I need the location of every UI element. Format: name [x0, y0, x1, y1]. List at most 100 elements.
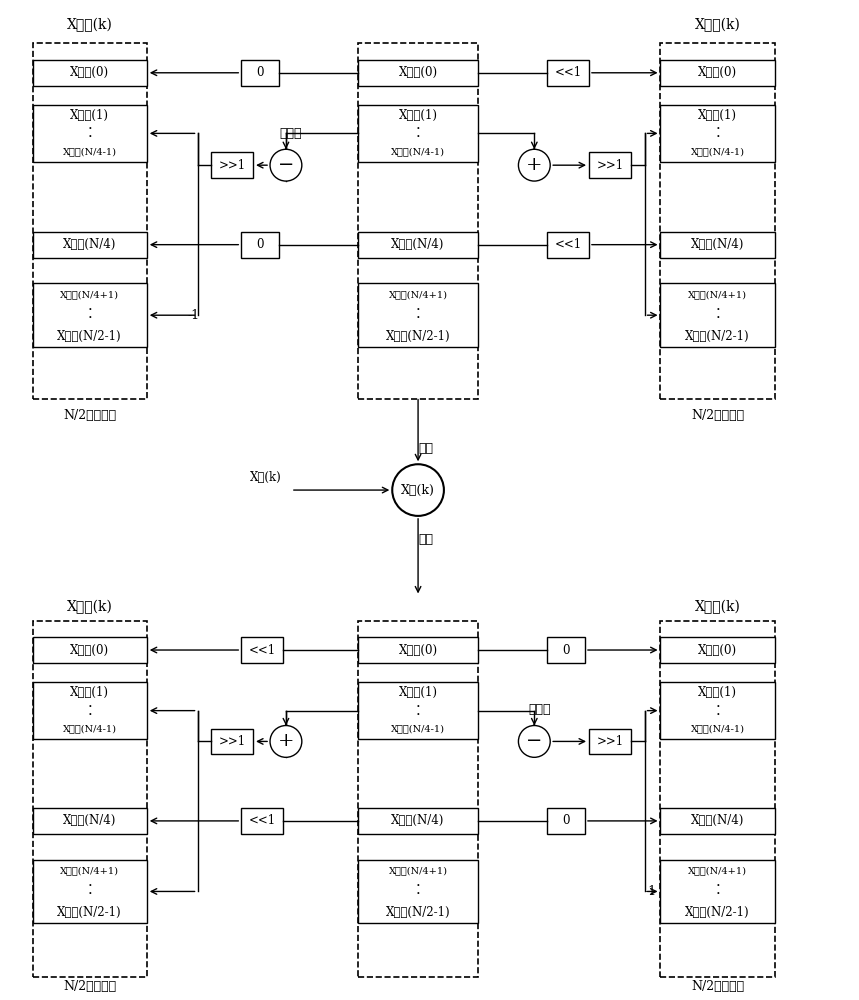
Text: <<1: <<1 — [555, 66, 582, 79]
Bar — [358, 860, 478, 923]
Bar — [661, 621, 775, 977]
Text: ·: · — [88, 311, 92, 325]
Bar — [661, 60, 775, 86]
Bar — [661, 860, 775, 923]
Text: X奇虚(N/4+1): X奇虚(N/4+1) — [60, 290, 119, 299]
Text: ·: · — [716, 122, 720, 136]
Bar — [358, 682, 478, 739]
Text: X复虚(N/4): X复虚(N/4) — [392, 814, 445, 827]
Bar — [33, 860, 147, 923]
Text: X复实(0): X复实(0) — [399, 66, 437, 79]
Bar — [547, 232, 589, 258]
Text: ·: · — [416, 311, 421, 325]
Text: 0: 0 — [563, 644, 570, 657]
Text: X偶虚(N/4-1): X偶虚(N/4-1) — [691, 724, 745, 733]
Text: X偶虚(N/4+1): X偶虚(N/4+1) — [688, 866, 747, 875]
Text: X偶实(1): X偶实(1) — [698, 109, 737, 122]
Text: X复实(N/4+1): X复实(N/4+1) — [388, 290, 448, 299]
Text: ·: · — [88, 122, 92, 136]
Bar — [33, 808, 147, 834]
Text: X偶虚(1): X偶虚(1) — [698, 686, 737, 699]
Text: <<1: <<1 — [555, 238, 582, 251]
Circle shape — [270, 149, 302, 181]
Text: ·: · — [716, 130, 720, 144]
Text: ·: · — [416, 887, 421, 901]
Text: 0: 0 — [563, 814, 570, 827]
Text: −: − — [526, 732, 543, 750]
Bar — [241, 232, 279, 258]
Text: ·: · — [716, 311, 720, 325]
Text: X奇实(N/4+1): X奇实(N/4+1) — [60, 866, 119, 875]
Bar — [211, 729, 253, 754]
Text: X复实(N/4): X复实(N/4) — [392, 238, 445, 251]
Bar — [33, 283, 147, 347]
Text: ·: · — [88, 879, 92, 893]
Bar — [661, 808, 775, 834]
Circle shape — [270, 726, 302, 757]
Text: ·: · — [88, 130, 92, 144]
Text: >>1: >>1 — [596, 735, 624, 748]
Text: X偶实(N/2-1): X偶实(N/2-1) — [685, 330, 750, 343]
Bar — [33, 105, 147, 162]
Text: 实部: 实部 — [418, 442, 434, 455]
Text: X偶实(N/4-1): X偶实(N/4-1) — [691, 147, 745, 156]
Text: N/2点存储器: N/2点存储器 — [64, 980, 116, 993]
Text: X复(k): X复(k) — [401, 484, 435, 497]
Bar — [33, 637, 147, 663]
Bar — [661, 283, 775, 347]
Text: 虚部: 虚部 — [418, 533, 434, 546]
Text: X偶实(k): X偶实(k) — [695, 18, 740, 32]
Text: ·: · — [716, 700, 720, 714]
Bar — [33, 43, 147, 399]
Text: X奇实(1): X奇实(1) — [70, 686, 109, 699]
Text: X偶虚(0): X偶虚(0) — [698, 644, 737, 657]
Text: >>1: >>1 — [596, 159, 624, 172]
Text: N/2点存储器: N/2点存储器 — [691, 409, 744, 422]
Bar — [358, 621, 478, 977]
Text: >>1: >>1 — [219, 735, 246, 748]
Bar — [661, 105, 775, 162]
Bar — [589, 152, 631, 178]
Bar — [33, 60, 147, 86]
Text: ·: · — [88, 708, 92, 722]
Text: N/2点存储器: N/2点存储器 — [691, 980, 744, 993]
Text: X奇虚(1): X奇虚(1) — [70, 109, 109, 122]
Text: X复虚(0): X复虚(0) — [399, 644, 437, 657]
Bar — [661, 637, 775, 663]
Bar — [358, 808, 478, 834]
Text: ·: · — [716, 887, 720, 901]
Text: ·: · — [716, 708, 720, 722]
Text: X奇实(N/4): X奇实(N/4) — [63, 814, 117, 827]
Circle shape — [519, 149, 551, 181]
Circle shape — [393, 464, 444, 516]
Text: ·: · — [416, 700, 421, 714]
Text: X偶实(N/4+1): X偶实(N/4+1) — [688, 290, 747, 299]
Text: -1: -1 — [187, 309, 199, 322]
Bar — [661, 43, 775, 399]
Text: X复实(N/2-1): X复实(N/2-1) — [386, 330, 450, 343]
Text: ·: · — [416, 879, 421, 893]
Bar — [547, 60, 589, 86]
Text: X偶虚(N/2-1): X偶虚(N/2-1) — [685, 906, 750, 919]
Bar — [211, 152, 253, 178]
Bar — [33, 682, 147, 739]
Text: X奇虚(k): X奇虚(k) — [67, 18, 113, 32]
Text: −: − — [277, 156, 294, 174]
Text: 0: 0 — [256, 238, 264, 251]
Text: N/2点存储器: N/2点存储器 — [64, 409, 116, 422]
Text: X奇实(N/2-1): X奇实(N/2-1) — [58, 906, 122, 919]
Text: ·: · — [88, 887, 92, 901]
Bar — [358, 105, 478, 162]
Text: X偶虚(N/4): X偶虚(N/4) — [691, 814, 744, 827]
Bar — [358, 43, 478, 399]
Bar — [547, 637, 585, 663]
Text: ·: · — [88, 700, 92, 714]
Bar — [241, 808, 283, 834]
Text: ·: · — [416, 130, 421, 144]
Bar — [589, 729, 631, 754]
Text: X奇虚(0): X奇虚(0) — [70, 66, 109, 79]
Text: 上减下: 上减下 — [528, 703, 551, 716]
Text: X复实(N/4-1): X复实(N/4-1) — [391, 147, 445, 156]
Text: X奇实(0): X奇实(0) — [70, 644, 109, 657]
Text: X复虚(1): X复虚(1) — [399, 686, 437, 699]
